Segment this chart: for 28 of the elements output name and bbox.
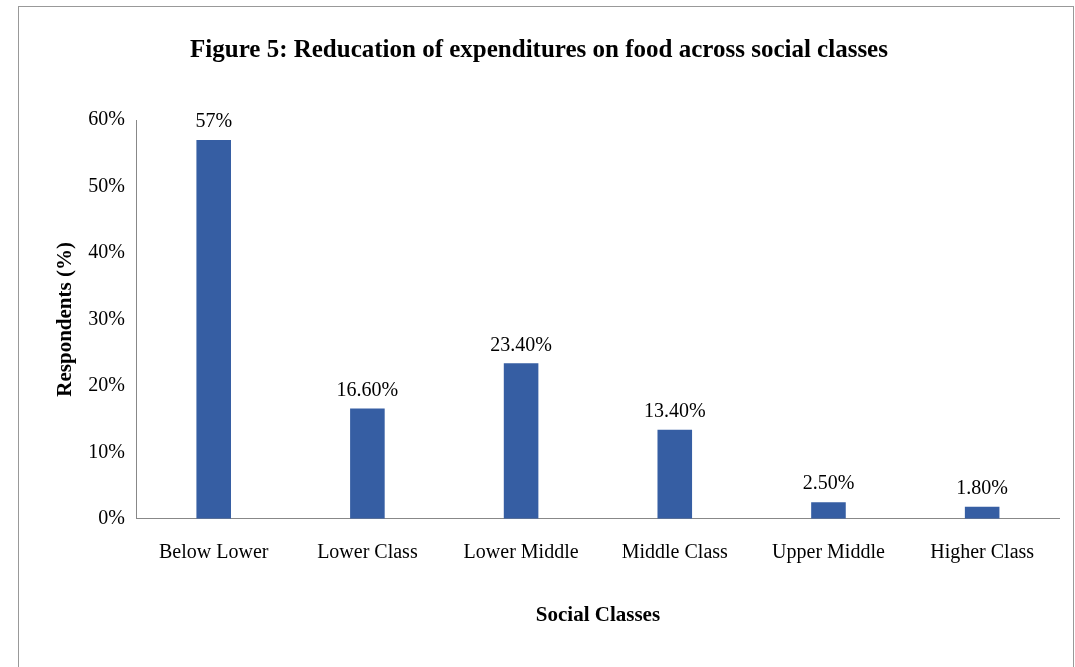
data-label: 23.40%: [490, 332, 552, 355]
bar: [657, 429, 693, 519]
bar: [350, 408, 385, 519]
x-tick-label: Lower Class: [317, 540, 418, 563]
y-tick-label: 60%: [88, 107, 125, 130]
bar: [196, 139, 231, 519]
y-tick-label: 0%: [98, 506, 125, 529]
y-axis-title: Respondents (%): [52, 242, 77, 397]
x-tick-label: Higher Class: [930, 540, 1035, 564]
x-tick-label: Middle Class: [621, 540, 729, 563]
y-tick-label: 20%: [88, 373, 125, 396]
data-label: 2.50%: [802, 471, 855, 494]
y-tick-label: 50%: [88, 173, 125, 196]
bar: [964, 506, 1000, 519]
data-label: 1.80%: [956, 476, 1008, 499]
data-label: 57%: [195, 109, 233, 132]
x-tick-label: Upper Middle: [772, 540, 885, 564]
x-tick-label: Below Lower: [158, 540, 269, 563]
x-axis-title: Social Classes: [535, 601, 661, 626]
data-label: 16.60%: [336, 377, 399, 400]
data-label: 13.40%: [643, 398, 706, 421]
x-tick-label: Lower Middle: [463, 540, 579, 563]
bar: [503, 363, 539, 519]
y-tick-label: 40%: [88, 240, 125, 263]
y-tick-label: 10%: [88, 439, 125, 462]
chart-title: Figure 5: Reducation of expenditures on food across social classes: [189, 35, 889, 63]
bar: [811, 502, 846, 519]
y-tick-label: 30%: [88, 306, 125, 329]
